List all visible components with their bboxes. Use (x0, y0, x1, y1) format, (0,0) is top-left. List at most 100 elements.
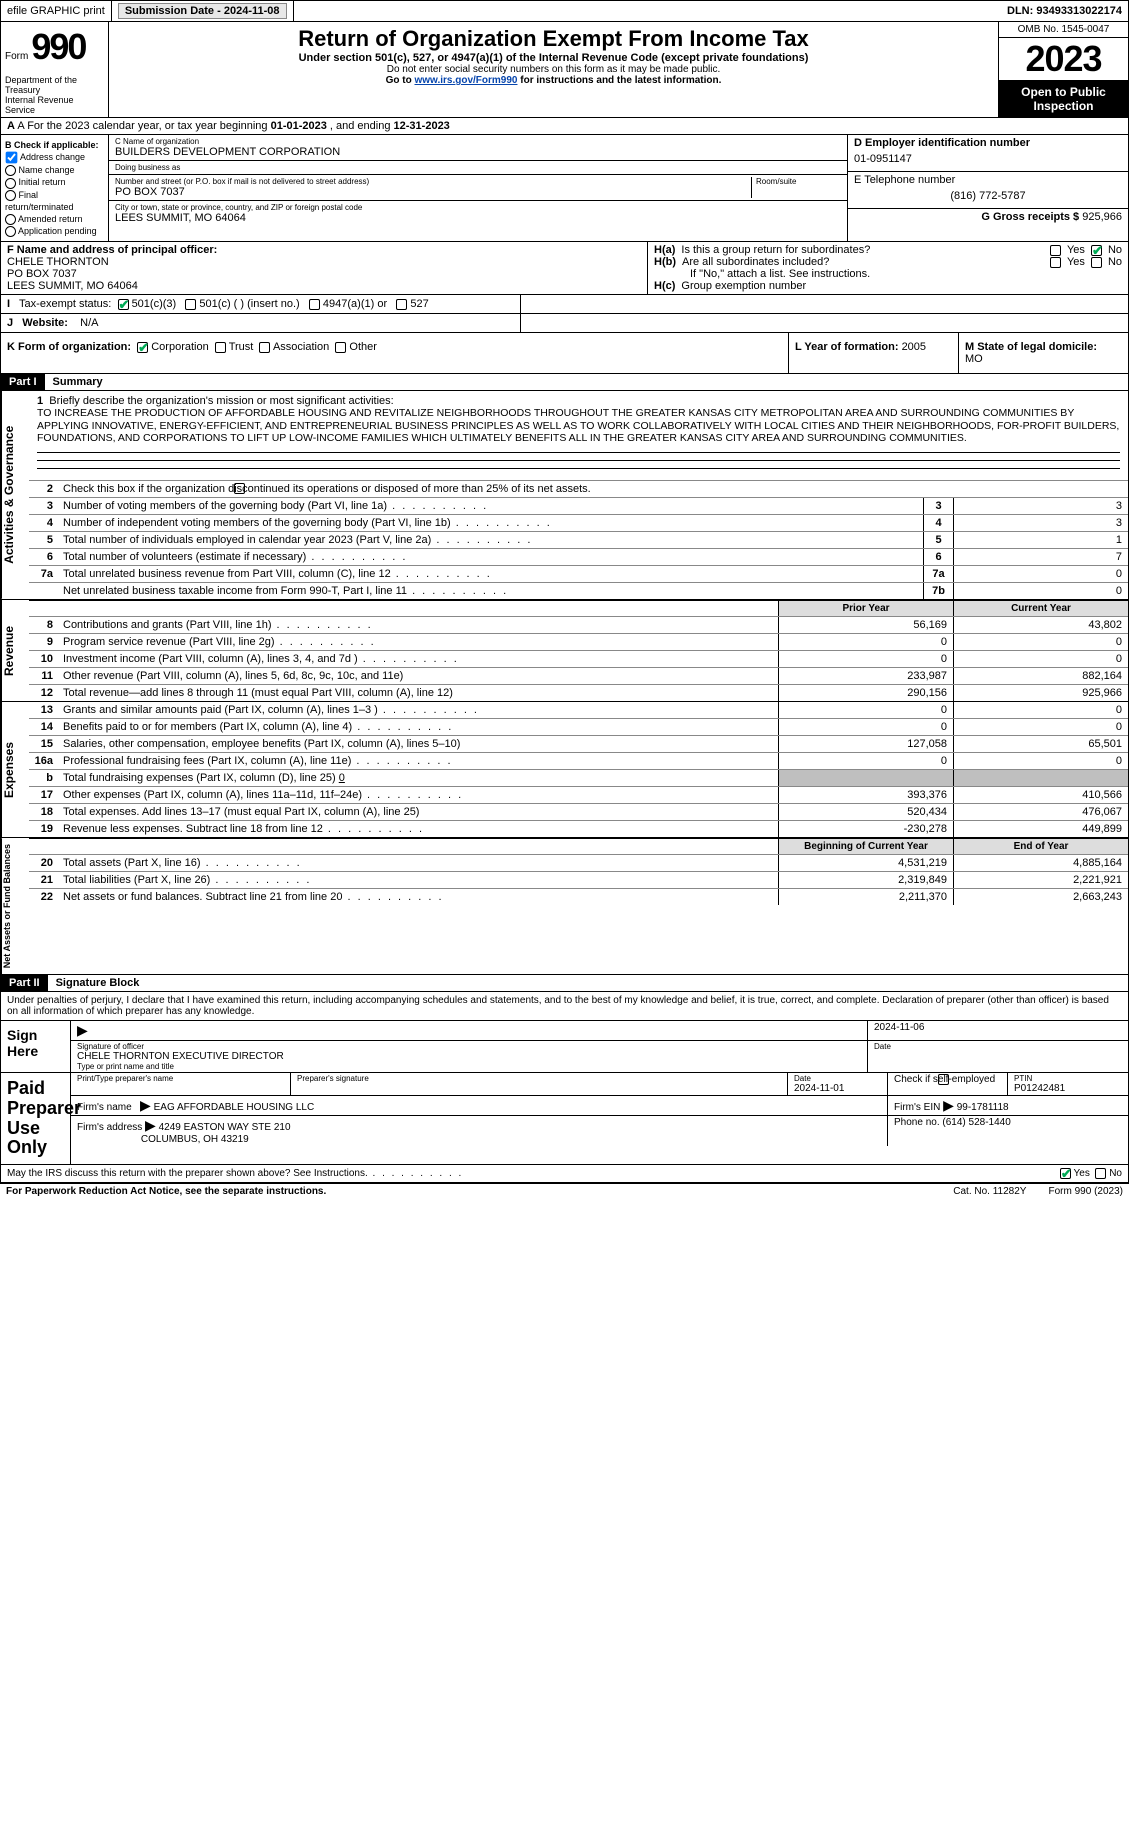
col-d-ein-phone: D Employer identification number 01-0951… (848, 135, 1128, 241)
v7a: 0 (953, 566, 1128, 582)
tax-year: 2023 (999, 38, 1128, 81)
b22: 2,211,370 (778, 889, 953, 905)
c17: 410,566 (953, 787, 1128, 803)
gross-receipts: 925,966 (1082, 211, 1122, 223)
cb-4947[interactable] (309, 299, 320, 310)
row-k-form-org: K Form of organization: Corporation Trus… (0, 333, 1129, 374)
cb-address-change[interactable] (6, 152, 18, 164)
p10: 0 (778, 651, 953, 667)
sig-date: 2024-11-06 (874, 1022, 924, 1033)
c9: 0 (953, 634, 1128, 650)
cb-discontinued[interactable] (234, 483, 245, 494)
net-assets-section: Net Assets or Fund Balances Beginning of… (0, 838, 1129, 975)
p17: 393,376 (778, 787, 953, 803)
officer-name-title: CHELE THORNTON EXECUTIVE DIRECTOR (77, 1051, 861, 1062)
v4: 3 (953, 515, 1128, 531)
top-bar: efile GRAPHIC print Submission Date - 20… (0, 0, 1129, 22)
goto-link: Go to www.irs.gov/Form990 for instructio… (117, 75, 990, 86)
hb-no[interactable] (1091, 257, 1102, 268)
e20: 4,885,164 (953, 855, 1128, 871)
website: N/A (80, 317, 98, 329)
cb-trust[interactable] (215, 342, 226, 353)
cb-assoc[interactable] (259, 342, 270, 353)
cb-501c[interactable] (185, 299, 196, 310)
c19: 449,899 (953, 821, 1128, 837)
p15: 127,058 (778, 736, 953, 752)
cb-other[interactable] (335, 342, 346, 353)
p9: 0 (778, 634, 953, 650)
p12: 290,156 (778, 685, 953, 701)
dln: DLN: 93493313022174 (1001, 3, 1128, 19)
p16b (778, 770, 953, 786)
dept-treasury: Department of the Treasury Internal Reve… (5, 75, 104, 115)
ha-no[interactable] (1091, 245, 1102, 256)
cb-initial-return[interactable] (5, 178, 16, 189)
paid-preparer-label: Paid Preparer Use Only (1, 1073, 71, 1164)
cb-corp[interactable] (137, 342, 148, 353)
discuss-no[interactable] (1095, 1168, 1106, 1179)
form-title: Return of Organization Exempt From Incom… (117, 26, 990, 52)
sign-here-label: Sign Here (1, 1021, 71, 1072)
year-formation: 2005 (902, 341, 926, 353)
discuss-yes[interactable] (1060, 1168, 1071, 1179)
v5: 1 (953, 532, 1128, 548)
group-return: H(a) Is this a group return for subordin… (648, 242, 1128, 294)
block-bcd: B Check if applicable: Address change Na… (0, 135, 1129, 242)
cb-501c3[interactable] (118, 299, 129, 310)
principal-officer: F Name and address of principal officer:… (1, 242, 648, 294)
activities-governance: Activities & Governance 1 Briefly descri… (0, 391, 1129, 600)
p13: 0 (778, 702, 953, 718)
submission-date: Submission Date - 2024-11-08 (111, 1, 294, 21)
p19: -230,278 (778, 821, 953, 837)
col-c-org-info: C Name of organization BUILDERS DEVELOPM… (109, 135, 848, 241)
p8: 56,169 (778, 617, 953, 633)
omb-number: OMB No. 1545-0047 (999, 22, 1128, 38)
p16a: 0 (778, 753, 953, 769)
ha-yes[interactable] (1050, 245, 1061, 256)
cb-self-employed[interactable] (938, 1074, 949, 1085)
c13: 0 (953, 702, 1128, 718)
street-address: PO BOX 7037 (115, 186, 751, 198)
v7b: 0 (953, 583, 1128, 599)
side-activities-gov: Activities & Governance (1, 391, 29, 599)
side-expenses: Expenses (1, 702, 29, 837)
c18: 476,067 (953, 804, 1128, 820)
cb-amended[interactable] (5, 214, 16, 225)
firm-addr1: 4249 EASTON WAY STE 210 (159, 1122, 291, 1133)
cb-527[interactable] (396, 299, 407, 310)
irs-link[interactable]: www.irs.gov/Form990 (414, 75, 517, 86)
form-number: Form 990 (5, 26, 104, 68)
c11: 882,164 (953, 668, 1128, 684)
perjury-declaration: Under penalties of perjury, I declare th… (1, 992, 1128, 1020)
firm-addr2: COLUMBUS, OH 43219 (141, 1134, 249, 1145)
p18: 520,434 (778, 804, 953, 820)
row-a-tax-year: A A For the 2023 calendar year, or tax y… (0, 118, 1129, 135)
b21: 2,319,849 (778, 872, 953, 888)
firm-name: EAG AFFORDABLE HOUSING LLC (154, 1102, 315, 1113)
cb-final-return[interactable] (5, 190, 16, 201)
ptin: P01242481 (1014, 1083, 1065, 1094)
cb-name-change[interactable] (5, 165, 16, 176)
expenses-section: Expenses 13Grants and similar amounts pa… (0, 702, 1129, 838)
part1-header: Part I Summary (0, 374, 1129, 391)
efile-label: efile GRAPHIC print (1, 3, 111, 19)
p14: 0 (778, 719, 953, 735)
cb-app-pending[interactable] (5, 226, 16, 237)
state-domicile: MO (965, 353, 983, 365)
c15: 65,501 (953, 736, 1128, 752)
c8: 43,802 (953, 617, 1128, 633)
v3: 3 (953, 498, 1128, 514)
prep-date: 2024-11-01 (794, 1083, 844, 1094)
ein: 01-0951147 (854, 149, 1122, 169)
c16a: 0 (953, 753, 1128, 769)
c12: 925,966 (953, 685, 1128, 701)
form-header: Form 990 Department of the Treasury Inte… (0, 22, 1129, 118)
col-b-checkboxes: B Check if applicable: Address change Na… (1, 135, 109, 241)
e22: 2,663,243 (953, 889, 1128, 905)
signature-block: Under penalties of perjury, I declare th… (0, 992, 1129, 1183)
c14: 0 (953, 719, 1128, 735)
org-name: BUILDERS DEVELOPMENT CORPORATION (115, 146, 841, 158)
block-fh: F Name and address of principal officer:… (0, 242, 1129, 295)
c16b (953, 770, 1128, 786)
hb-yes[interactable] (1050, 257, 1061, 268)
